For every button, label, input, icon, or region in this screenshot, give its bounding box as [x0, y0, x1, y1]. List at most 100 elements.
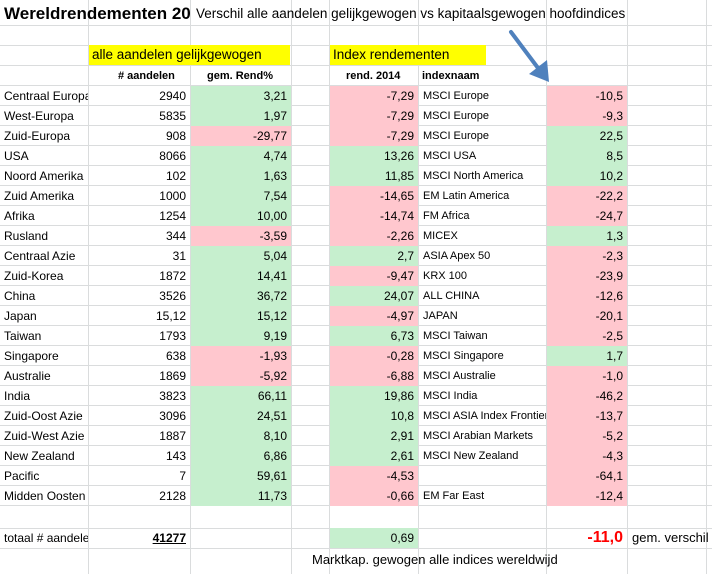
region-cell[interactable]: Afrika	[4, 209, 35, 223]
region-cell[interactable]: Zuid Amerika	[4, 189, 75, 203]
region-cell[interactable]: West-Europa	[4, 109, 74, 123]
count-cell[interactable]: 3096	[159, 409, 186, 423]
index-return-cell[interactable]: 13,26	[330, 146, 418, 166]
index-return-cell[interactable]: 2,91	[330, 426, 418, 446]
totals-difference-average[interactable]: -11,0	[587, 529, 623, 546]
index-return-cell[interactable]: -4,53	[330, 466, 418, 486]
difference-cell[interactable]: -23,9	[547, 266, 627, 286]
index-name-cell[interactable]: MSCI New Zealand	[423, 450, 519, 462]
return-cell[interactable]: 59,61	[191, 466, 291, 486]
region-cell[interactable]: Singapore	[4, 349, 59, 363]
difference-cell[interactable]: -4,3	[547, 446, 627, 466]
count-cell[interactable]: 1254	[159, 209, 186, 223]
count-cell[interactable]: 3823	[159, 389, 186, 403]
return-cell[interactable]: 1,97	[191, 106, 291, 126]
region-cell[interactable]: China	[4, 289, 36, 303]
return-cell[interactable]: -5,92	[191, 366, 291, 386]
index-return-cell[interactable]: -2,26	[330, 226, 418, 246]
index-return-cell[interactable]: -0,66	[330, 486, 418, 506]
count-cell[interactable]: 15,12	[155, 309, 186, 323]
index-name-cell[interactable]: JAPAN	[423, 310, 458, 322]
count-cell[interactable]: 1000	[159, 189, 186, 203]
index-name-cell[interactable]: MSCI Europe	[423, 130, 490, 142]
index-return-cell[interactable]: -7,29	[330, 86, 418, 106]
difference-cell[interactable]: -20,1	[547, 306, 627, 326]
region-cell[interactable]: Australie	[4, 369, 51, 383]
difference-cell[interactable]: -12,6	[547, 286, 627, 306]
totals-label[interactable]: totaal # aandelen	[4, 531, 88, 545]
difference-cell[interactable]: 1,7	[547, 346, 627, 366]
return-cell[interactable]: 5,04	[191, 246, 291, 266]
index-return-cell[interactable]: 10,8	[330, 406, 418, 426]
difference-cell[interactable]: -13,7	[547, 406, 627, 426]
return-cell[interactable]: 24,51	[191, 406, 291, 426]
return-cell[interactable]: -1,93	[191, 346, 291, 366]
region-cell[interactable]: Zuid-Oost Azie	[4, 409, 83, 423]
return-cell[interactable]: 36,72	[191, 286, 291, 306]
col-header-index-name[interactable]: indexnaam	[422, 70, 480, 82]
index-name-cell[interactable]: MSCI ASIA Index Frontier	[423, 410, 546, 422]
index-name-cell[interactable]: MICEX	[423, 230, 458, 242]
index-name-cell[interactable]: EM Far East	[423, 490, 485, 502]
count-cell[interactable]: 8066	[159, 149, 186, 163]
index-name-cell[interactable]: MSCI Arabian Markets	[423, 430, 534, 442]
totals-index-average[interactable]: 0,69	[330, 528, 418, 548]
difference-cell[interactable]: -2,3	[547, 246, 627, 266]
count-cell[interactable]: 638	[165, 349, 186, 363]
count-cell[interactable]: 908	[165, 129, 186, 143]
region-cell[interactable]: Centraal Azie	[4, 249, 76, 263]
region-cell[interactable]: Pacific	[4, 469, 40, 483]
count-cell[interactable]: 31	[172, 249, 186, 263]
index-return-cell[interactable]: -9,47	[330, 266, 418, 286]
difference-cell[interactable]: -2,5	[547, 326, 627, 346]
region-cell[interactable]: Zuid-West Azie	[4, 429, 85, 443]
region-cell[interactable]: Japan	[4, 309, 37, 323]
difference-cell[interactable]: 8,5	[547, 146, 627, 166]
index-return-cell[interactable]: -4,97	[330, 306, 418, 326]
count-cell[interactable]: 7	[179, 469, 186, 483]
region-cell[interactable]: Noord Amerika	[4, 169, 84, 183]
section-header-equal-weight[interactable]: alle aandelen gelijkgewogen	[89, 45, 290, 65]
count-cell[interactable]: 344	[165, 229, 186, 243]
index-return-cell[interactable]: 6,73	[330, 326, 418, 346]
difference-cell[interactable]: -5,2	[547, 426, 627, 446]
region-cell[interactable]: New Zealand	[4, 449, 75, 463]
return-cell[interactable]: 66,11	[191, 386, 291, 406]
count-cell[interactable]: 1869	[159, 369, 186, 383]
count-cell[interactable]: 1793	[159, 329, 186, 343]
return-cell[interactable]: 11,73	[191, 486, 291, 506]
difference-cell[interactable]: -64,1	[547, 466, 627, 486]
index-return-cell[interactable]: 2,7	[330, 246, 418, 266]
count-cell[interactable]: 5835	[159, 109, 186, 123]
index-return-cell[interactable]: 19,86	[330, 386, 418, 406]
index-name-cell[interactable]: FM Africa	[423, 210, 470, 222]
index-name-cell[interactable]: MSCI Taiwan	[423, 330, 488, 342]
region-cell[interactable]: Midden Oosten	[4, 489, 86, 503]
return-cell[interactable]: 8,10	[191, 426, 291, 446]
return-cell[interactable]: 10,00	[191, 206, 291, 226]
difference-cell[interactable]: -46,2	[547, 386, 627, 406]
index-name-cell[interactable]: MSCI Singapore	[423, 350, 504, 362]
totals-difference-label[interactable]: gem. verschil	[632, 530, 709, 545]
index-return-cell[interactable]: -0,28	[330, 346, 418, 366]
return-cell[interactable]: -3,59	[191, 226, 291, 246]
difference-cell[interactable]: -22,2	[547, 186, 627, 206]
sheet-title[interactable]: Wereldrendementen 2014	[4, 4, 190, 23]
col-header-return[interactable]: gem. Rend%	[207, 70, 274, 82]
index-return-cell[interactable]: -14,65	[330, 186, 418, 206]
region-cell[interactable]: Zuid-Europa	[4, 129, 71, 143]
index-return-cell[interactable]: -6,88	[330, 366, 418, 386]
index-name-cell[interactable]: MSCI USA	[423, 150, 477, 162]
region-cell[interactable]: Zuid-Korea	[4, 269, 64, 283]
index-name-cell[interactable]: KRX 100	[423, 270, 468, 282]
index-return-cell[interactable]: 11,85	[330, 166, 418, 186]
return-cell[interactable]: 3,21	[191, 86, 291, 106]
count-cell[interactable]: 1887	[159, 429, 186, 443]
count-cell[interactable]: 3526	[159, 289, 186, 303]
section-header-index[interactable]: Index rendementen	[330, 45, 486, 65]
index-name-cell[interactable]: ASIA Apex 50	[423, 250, 491, 262]
index-name-cell[interactable]	[419, 466, 546, 486]
return-cell[interactable]: 6,86	[191, 446, 291, 466]
count-cell[interactable]: 102	[165, 169, 186, 183]
count-cell[interactable]: 2940	[159, 89, 186, 103]
